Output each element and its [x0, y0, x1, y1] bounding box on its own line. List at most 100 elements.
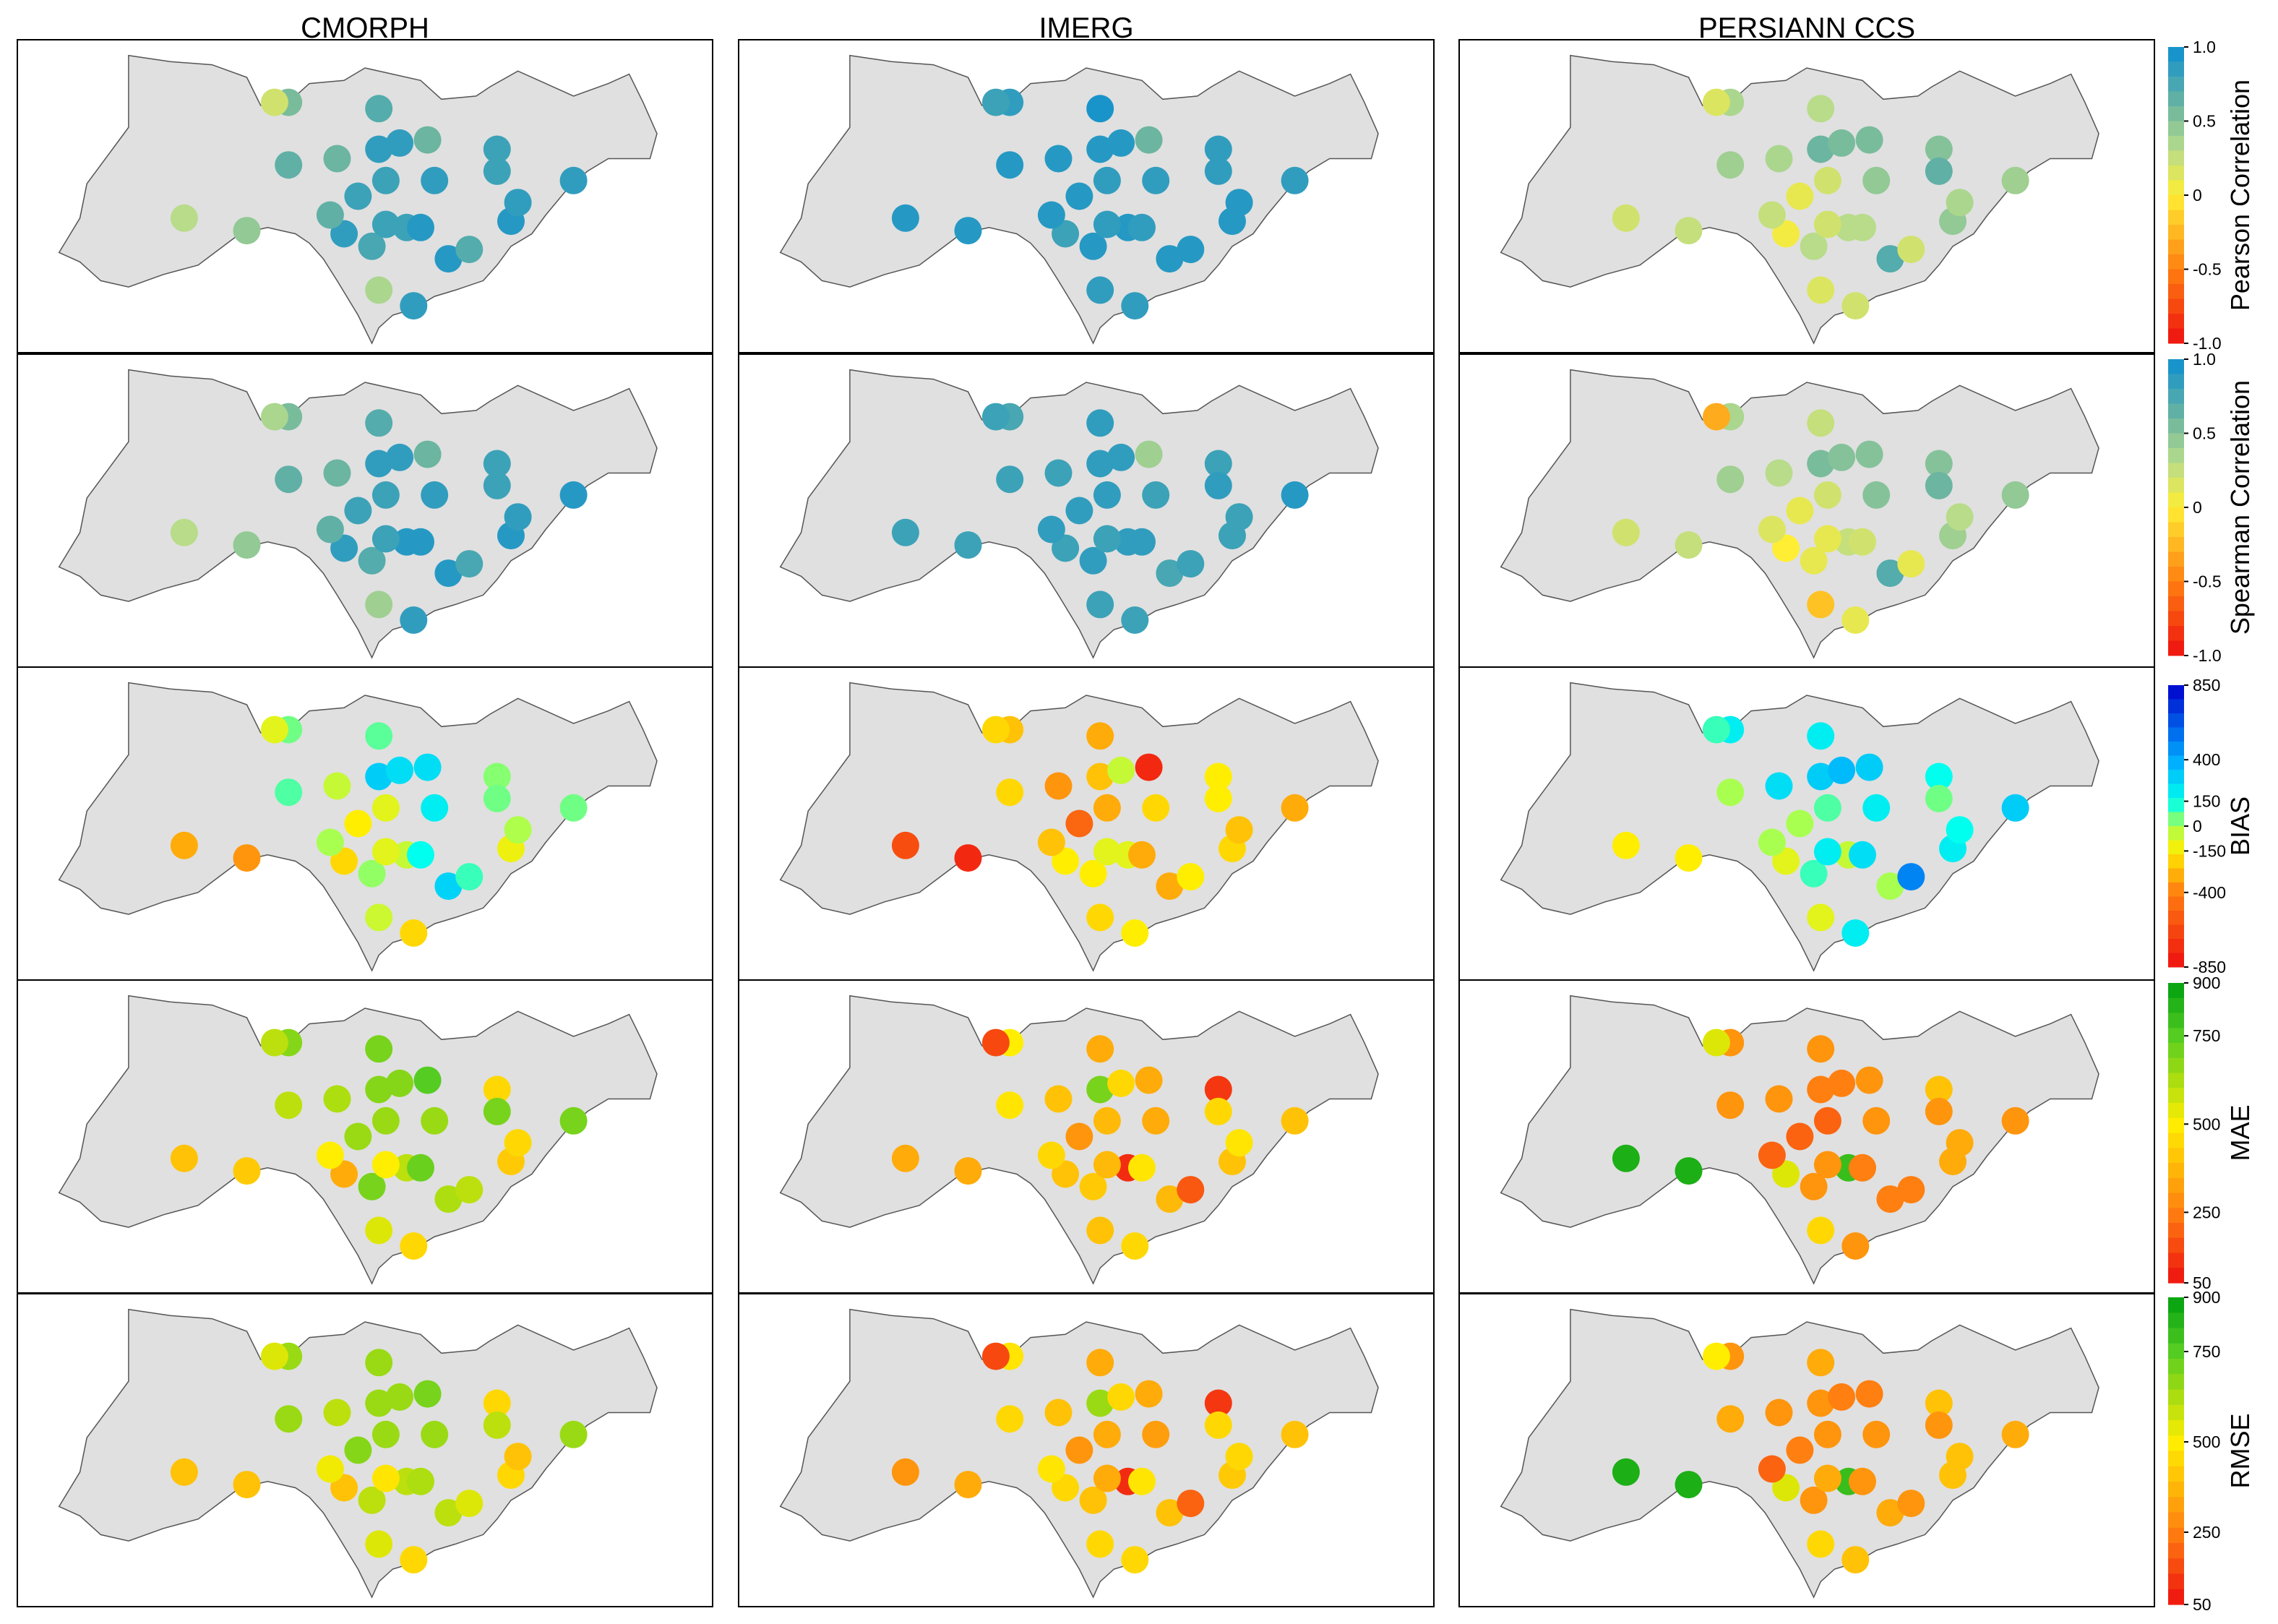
station-marker: [1786, 497, 1814, 525]
station-marker: [1841, 919, 1870, 947]
colorbar-swatch: [2168, 551, 2184, 567]
station-marker: [1135, 753, 1163, 781]
station-marker: [2001, 166, 2029, 194]
station-marker: [1813, 525, 1841, 553]
colorbar-swatch: [2168, 1312, 2184, 1329]
map-panel: [1458, 666, 2155, 981]
station-marker: [559, 1107, 588, 1135]
station-marker: [365, 95, 393, 123]
colorbar-swatch: [2168, 1253, 2184, 1268]
station-marker: [1786, 809, 1814, 838]
station-marker: [1225, 1443, 1253, 1471]
station-marker: [1876, 559, 1904, 588]
station-marker: [1702, 88, 1730, 116]
colorbar-swatch: [2168, 1103, 2184, 1119]
station-marker: [1065, 182, 1093, 210]
station-marker: [1107, 1383, 1135, 1411]
colorbar-swatch: [2168, 1223, 2184, 1239]
colorbar-swatch: [2168, 314, 2184, 329]
station-marker: [386, 756, 414, 784]
station-marker: [365, 762, 393, 791]
station-marker: [407, 528, 434, 556]
colorbars: 1.0 0.5 0 -0.5 -1.0 Pearson Correlation 1.0 0.5…: [2168, 38, 2255, 1614]
station-marker: [483, 157, 511, 185]
station-marker: [1142, 794, 1170, 822]
station-marker: [2001, 1420, 2029, 1448]
station-marker: [365, 450, 393, 478]
colorbar-swatch: [2168, 1028, 2184, 1044]
station-marker: [891, 1144, 919, 1172]
station-marker: [559, 794, 588, 822]
station-marker: [1716, 465, 1745, 494]
station-marker: [1925, 762, 1953, 791]
station-marker: [1807, 1216, 1835, 1245]
station-marker: [1612, 1144, 1640, 1172]
station-marker: [981, 403, 1010, 431]
station-marker: [365, 722, 393, 750]
station-marker: [1177, 1176, 1205, 1204]
station-marker: [1044, 772, 1073, 800]
station-marker: [1204, 450, 1232, 478]
station-marker: [421, 794, 449, 822]
station-marker: [1849, 1153, 1876, 1182]
station-marker: [1044, 459, 1073, 487]
station-marker: [891, 204, 919, 232]
station-marker: [1142, 1107, 1170, 1135]
station-marker: [1800, 1172, 1828, 1200]
station-marker: [1855, 126, 1883, 154]
station-marker: [400, 919, 428, 947]
colorbar-swatch: [2168, 225, 2184, 240]
station-marker: [1925, 135, 1953, 163]
station-marker: [1702, 1028, 1730, 1057]
station-marker: [1702, 1342, 1730, 1370]
station-marker: [407, 841, 434, 869]
station-marker: [400, 606, 428, 634]
station-marker: [371, 481, 400, 509]
station-marker: [358, 1172, 386, 1200]
station-marker: [1925, 157, 1953, 185]
station-marker: [954, 1157, 982, 1185]
station-marker: [1897, 236, 1925, 264]
station-marker: [1765, 1085, 1793, 1113]
colorbar-tick-label: 500: [2193, 1432, 2220, 1451]
station-marker: [1093, 1107, 1121, 1135]
station-marker: [365, 409, 393, 437]
colorbar-tick-label: -0.5: [2193, 572, 2222, 591]
station-marker: [1281, 481, 1309, 509]
station-marker: [1828, 1069, 1856, 1097]
station-marker: [1065, 1436, 1093, 1464]
station-marker: [981, 88, 1010, 116]
station-marker: [996, 1405, 1024, 1433]
colorbar-tick-label: 750: [2193, 1342, 2220, 1361]
station-marker: [891, 518, 919, 546]
colorbar-swatch: [2168, 418, 2184, 434]
station-marker: [1807, 722, 1835, 750]
station-marker: [358, 859, 386, 888]
colorbar-tick-label: 250: [2193, 1203, 2220, 1221]
colorbar-label: RMSE: [2225, 1413, 2255, 1488]
station-marker: [1716, 1091, 1745, 1120]
colorbar-swatch: [2168, 463, 2184, 478]
station-marker: [1855, 753, 1883, 781]
station-marker: [1849, 841, 1876, 869]
station-marker: [1772, 1474, 1800, 1502]
station-marker: [371, 1464, 400, 1492]
station-marker: [330, 1160, 358, 1188]
station-marker: [1807, 903, 1835, 932]
station-marker: [1813, 481, 1841, 509]
station-marker: [1807, 1075, 1835, 1104]
colorbar-swatch: [2168, 91, 2184, 107]
station-marker: [1702, 403, 1730, 431]
map-panel: [738, 353, 1435, 668]
station-marker: [1225, 816, 1253, 844]
station-marker: [1037, 515, 1065, 544]
station-marker: [365, 1216, 393, 1245]
station-marker: [1862, 166, 1891, 194]
station-marker: [1807, 450, 1835, 478]
station-marker: [1225, 189, 1253, 217]
colorbar-swatch: [2168, 1237, 2184, 1254]
station-marker: [1128, 1467, 1156, 1495]
station-marker: [1786, 1436, 1814, 1464]
station-marker: [1612, 1458, 1640, 1486]
station-marker: [275, 1091, 303, 1120]
